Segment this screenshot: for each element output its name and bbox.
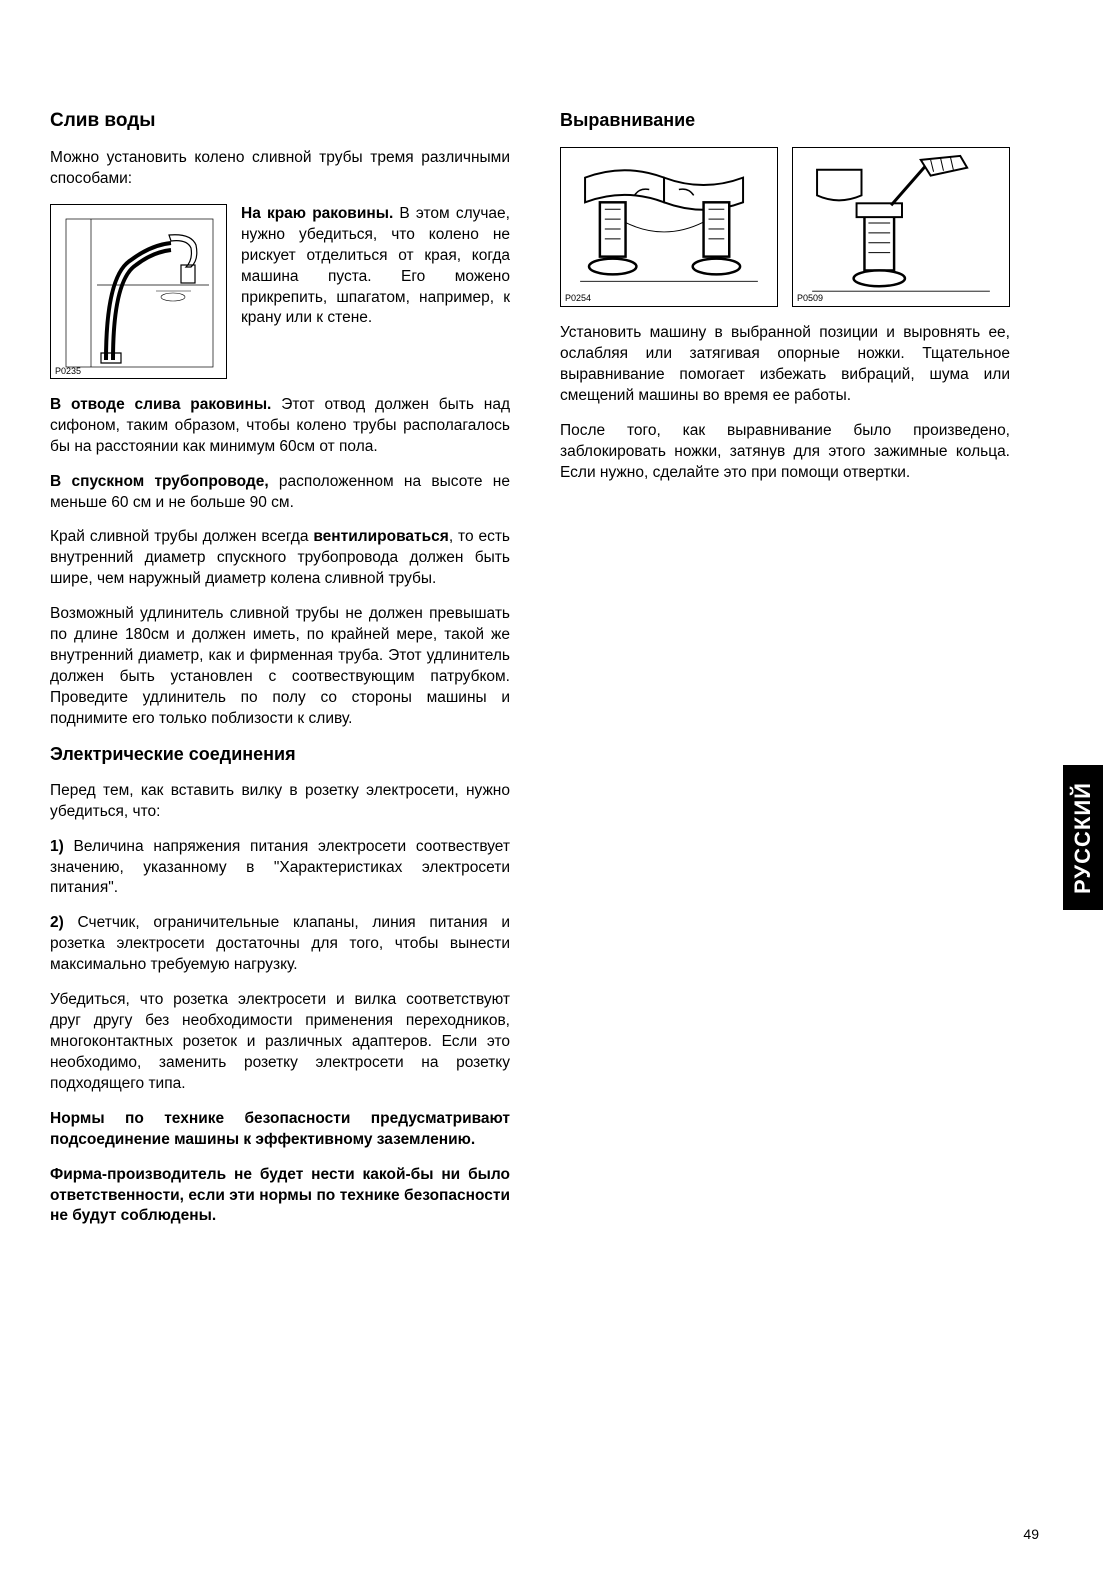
p-elec2-bold: 2) <box>50 914 64 931</box>
figure1-caption: P0235 <box>55 366 81 376</box>
figure-drain-hose: P0235 <box>50 204 227 379</box>
left-column: Слив воды Можно установить колено сливно… <box>50 110 510 1241</box>
drain-hose-illustration <box>51 205 228 380</box>
heading-electrical: Электрические соединения <box>50 744 510 765</box>
paragraph-elec5: Фирма-производитель не будет нести какой… <box>50 1165 510 1228</box>
leveling-feet-illustration <box>561 148 777 306</box>
figure-leveling-screwdriver: P0509 <box>792 147 1010 307</box>
paragraph-level1: Установить машину в выбранной позиции и … <box>560 323 1010 407</box>
paragraph-drain-intro: Можно установить колено сливной трубы тр… <box>50 148 510 190</box>
p-drain4-pre: Край сливной трубы должен всегда <box>50 528 313 545</box>
paragraph-drain2: В отводе слива раковины. Этот отвод долж… <box>50 395 510 458</box>
paragraph-drain5: Возможный удлинитель сливной трубы не до… <box>50 604 510 730</box>
figure-leveling-feet: P0254 <box>560 147 778 307</box>
paragraph-elec3: Убедиться, что розетка электросети и вил… <box>50 990 510 1095</box>
figure2a-caption: P0254 <box>565 293 591 303</box>
page-number: 49 <box>1023 1526 1039 1542</box>
language-tab: РУССКИЙ <box>1063 765 1103 910</box>
fig1-text-bold: На краю раковины. <box>241 205 393 222</box>
fig1-text-rest: В этом случае, нужно убедиться, что коле… <box>241 205 510 327</box>
paragraph-elec-intro: Перед тем, как вставить вилку в розетку … <box>50 781 510 823</box>
p-elec1-rest: Величина напряжения питания электросети … <box>50 838 510 897</box>
language-tab-label: РУССКИЙ <box>1070 782 1096 894</box>
paragraph-elec1: 1) Величина напряжения питания электросе… <box>50 837 510 900</box>
paragraph-level2: После того, как выравнивание было произв… <box>560 421 1010 484</box>
paragraph-elec2: 2) Счетчик, ограничительные клапаны, лин… <box>50 913 510 976</box>
leveling-figures: P0254 P0509 <box>560 147 1010 307</box>
p-elec2-rest: Счетчик, ограничительные клапаны, линия … <box>50 914 510 973</box>
p-drain2-bold: В отводе слива раковины. <box>50 396 271 413</box>
paragraph-elec4: Нормы по технике безопасности предусматр… <box>50 1109 510 1151</box>
leveling-screwdriver-illustration <box>793 148 1009 306</box>
figure-text-block-1: P0235 На краю раковины. В этом случае, н… <box>50 204 510 379</box>
p-drain3-bold: В спускном трубопроводе, <box>50 473 269 490</box>
figure1-side-text: На краю раковины. В этом случае, нужно у… <box>241 204 510 330</box>
figure2b-caption: P0509 <box>797 293 823 303</box>
p-elec1-bold: 1) <box>50 838 64 855</box>
paragraph-drain3: В спускном трубопроводе, расположенном н… <box>50 472 510 514</box>
paragraph-drain4: Край сливной трубы должен всегда вентили… <box>50 527 510 590</box>
right-column: Выравнивание P0254 <box>560 110 1010 1241</box>
heading-drain: Слив воды <box>50 110 510 132</box>
p-drain4-bold: вентилироваться <box>313 528 448 545</box>
heading-leveling: Выравнивание <box>560 110 1010 131</box>
